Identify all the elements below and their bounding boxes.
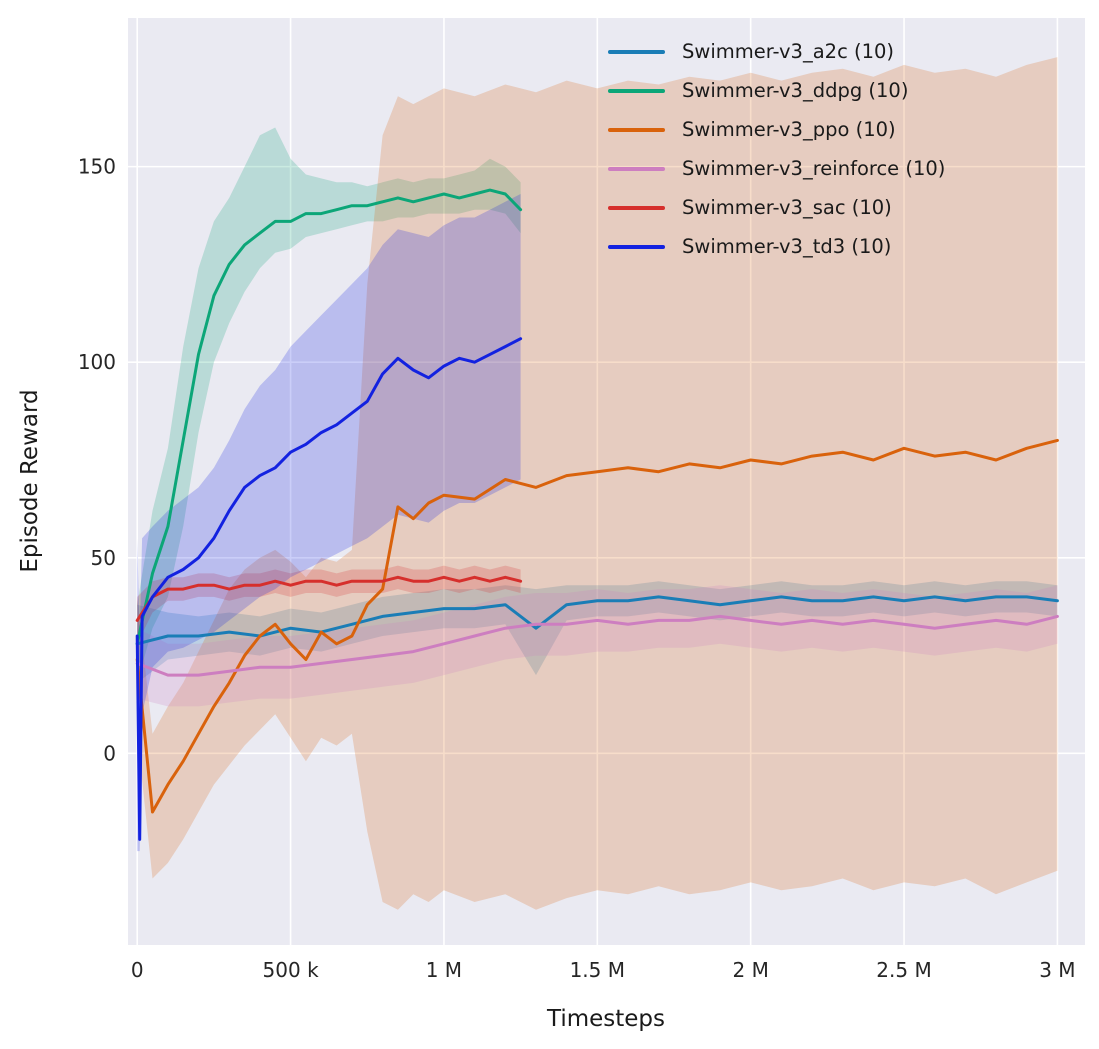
legend-item-sac: Swimmer-v3_sac (10) bbox=[608, 196, 945, 219]
y-tick-label: 150 bbox=[78, 155, 116, 179]
legend-item-td3: Swimmer-v3_td3 (10) bbox=[608, 235, 945, 258]
y-tick-labels: 0 50 100 150 bbox=[78, 155, 116, 766]
x-tick-labels: 0 500 k 1 M 1.5 M 2 M 2.5 M 3 M bbox=[131, 958, 1076, 982]
legend-item-a2c: Swimmer-v3_a2c (10) bbox=[608, 40, 945, 63]
x-tick-label: 1.5 M bbox=[570, 958, 625, 982]
legend-label: Swimmer-v3_reinforce (10) bbox=[682, 157, 946, 180]
plot-area bbox=[128, 18, 1085, 945]
legend-item-ppo: Swimmer-v3_ppo (10) bbox=[608, 118, 945, 141]
line-ddpg bbox=[135, 188, 523, 646]
line-td3 bbox=[135, 337, 523, 841]
series-lines bbox=[135, 188, 1059, 841]
legend: Swimmer-v3_a2c (10) Swimmer-v3_ddpg (10) S… bbox=[608, 40, 945, 258]
y-tick-label: 50 bbox=[91, 546, 116, 570]
x-tick-label: 1 M bbox=[426, 958, 462, 982]
legend-swatch-ddpg bbox=[608, 88, 665, 93]
line-reinforce bbox=[135, 614, 1059, 677]
confidence-bands bbox=[137, 57, 1058, 910]
legend-label: Swimmer-v3_sac (10) bbox=[682, 196, 892, 219]
line-sac bbox=[135, 575, 523, 622]
x-tick-label: 2 M bbox=[733, 958, 769, 982]
gridlines bbox=[128, 18, 1085, 945]
y-tick-label: 100 bbox=[78, 350, 116, 374]
legend-label: Swimmer-v3_ddpg (10) bbox=[682, 79, 909, 102]
legend-label: Swimmer-v3_ppo (10) bbox=[682, 118, 896, 141]
legend-item-reinforce: Swimmer-v3_reinforce (10) bbox=[608, 157, 945, 180]
legend-swatch-sac bbox=[608, 205, 665, 210]
line-a2c bbox=[135, 595, 1059, 646]
x-axis-label: Timesteps bbox=[546, 1006, 666, 1032]
line-ppo bbox=[135, 438, 1059, 814]
band-td3 bbox=[137, 194, 521, 852]
x-tick-label: 2.5 M bbox=[876, 958, 931, 982]
y-tick-label: 0 bbox=[103, 741, 116, 765]
x-tick-label: 0 bbox=[131, 958, 144, 982]
band-reinforce bbox=[137, 585, 1058, 707]
legend-label: Swimmer-v3_a2c (10) bbox=[682, 40, 895, 63]
legend-swatch-ppo bbox=[608, 127, 665, 132]
x-tick-label: 500 k bbox=[263, 958, 320, 982]
legend-swatch-a2c bbox=[608, 49, 665, 54]
band-ddpg bbox=[137, 127, 521, 683]
legend-swatch-td3 bbox=[608, 244, 665, 249]
y-axis-label: Episode Reward bbox=[17, 389, 43, 573]
band-sac bbox=[137, 565, 521, 644]
band-ppo bbox=[137, 57, 1058, 910]
legend-item-ddpg: Swimmer-v3_ddpg (10) bbox=[608, 79, 945, 102]
legend-label: Swimmer-v3_td3 (10) bbox=[682, 235, 892, 258]
x-tick-label: 3 M bbox=[1039, 958, 1075, 982]
legend-swatch-reinforce bbox=[608, 166, 665, 171]
